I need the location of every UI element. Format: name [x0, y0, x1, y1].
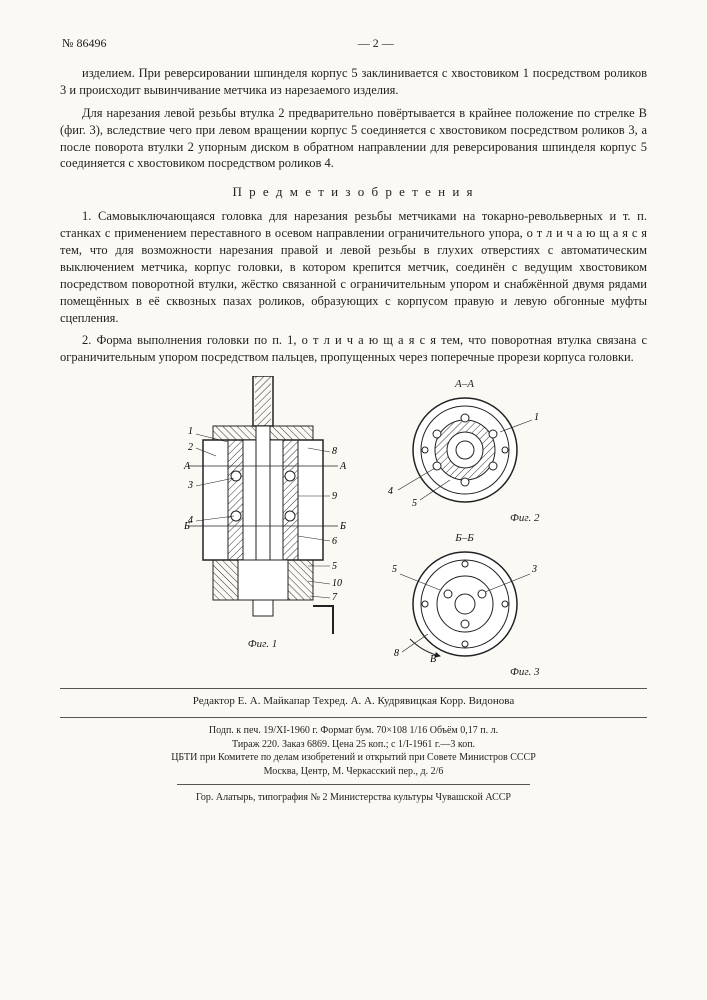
fig2-callout-5: 5 — [412, 498, 417, 509]
imprint-l4: Москва, Центр, М. Черкасский пер., д. 2/… — [60, 765, 647, 779]
page: № 86496 — 2 — изделием. При реверсирован… — [0, 0, 707, 1000]
figure-3-svg: В 5 3 8 — [380, 544, 550, 664]
figure-1: A A Б Б 2 1 — [158, 376, 368, 678]
callout-7: 7 — [332, 592, 338, 603]
imprint-l3: ЦБТИ при Комитете по делам изобретений и… — [60, 751, 647, 765]
callout-5: 5 — [332, 561, 337, 572]
credits-line: Редактор Е. А. Майкапар Техред. А. А. Ку… — [60, 695, 647, 707]
fig2-label: Фиг. 2 — [510, 512, 540, 524]
imprint-l5: Гор. Алатырь, типография № 2 Министерств… — [60, 791, 647, 805]
page-number: — 2 — — [358, 36, 394, 51]
imprint-l1: Подп. к печ. 19/XI-1960 г. Формат бум. 7… — [60, 724, 647, 738]
paragraph-1: изделием. При реверсировании шпинделя ко… — [60, 65, 647, 99]
section-A-right: A — [339, 461, 347, 472]
doc-number: № 86496 — [62, 36, 106, 51]
paragraph-2: Для нарезания левой резьбы втулка 2 пред… — [60, 105, 647, 173]
fig3-callout-3: 3 — [531, 564, 537, 575]
imprint-block: Подп. к печ. 19/XI-1960 г. Формат бум. 7… — [60, 724, 647, 805]
callout-9: 9 — [332, 491, 337, 502]
fig3-title: Б–Б — [455, 532, 473, 544]
fig3-callout-5: 5 — [392, 564, 397, 575]
fig1-label: Фиг. 1 — [248, 638, 278, 650]
fig3-arrow-label: В — [430, 654, 436, 664]
figure-right-col: A–A — [380, 376, 550, 678]
section-B-right: Б — [339, 521, 346, 532]
fig3-callout-8: 8 — [394, 648, 399, 659]
fig2-title: A–A — [455, 378, 474, 390]
separator-2 — [60, 717, 647, 718]
section-A-left: A — [183, 461, 191, 472]
claim-1: 1. Самовыключающаяся головка для нарезан… — [60, 208, 647, 326]
separator-1 — [60, 688, 647, 689]
figure-1-svg: A A Б Б 2 1 — [158, 376, 368, 636]
figure-2: A–A — [380, 376, 550, 524]
callout-2: 2 — [188, 442, 193, 453]
figure-2-svg: 4 5 1 — [380, 390, 550, 510]
imprint-l2: Тираж 220. Заказ 6869. Цена 25 коп.; с 1… — [60, 738, 647, 752]
callout-1: 1 — [188, 426, 193, 437]
fig2-callout-1: 1 — [534, 412, 539, 423]
fig3-label: Фиг. 3 — [510, 666, 540, 678]
figure-3: Б–Б — [380, 530, 550, 678]
figures-row: A A Б Б 2 1 — [60, 376, 647, 678]
callout-4: 4 — [188, 515, 193, 526]
separator-3 — [177, 784, 529, 785]
page-header: № 86496 — 2 — — [60, 36, 647, 51]
callout-3: 3 — [187, 480, 193, 491]
callout-6: 6 — [332, 536, 337, 547]
callout-8: 8 — [332, 446, 337, 457]
callout-10: 10 — [332, 578, 342, 589]
fig2-callout-4: 4 — [388, 486, 393, 497]
claim-2: 2. Форма выполнения головки по п. 1, о т… — [60, 332, 647, 366]
claims-heading: П р е д м е т и з о б р е т е н и я — [60, 184, 647, 200]
